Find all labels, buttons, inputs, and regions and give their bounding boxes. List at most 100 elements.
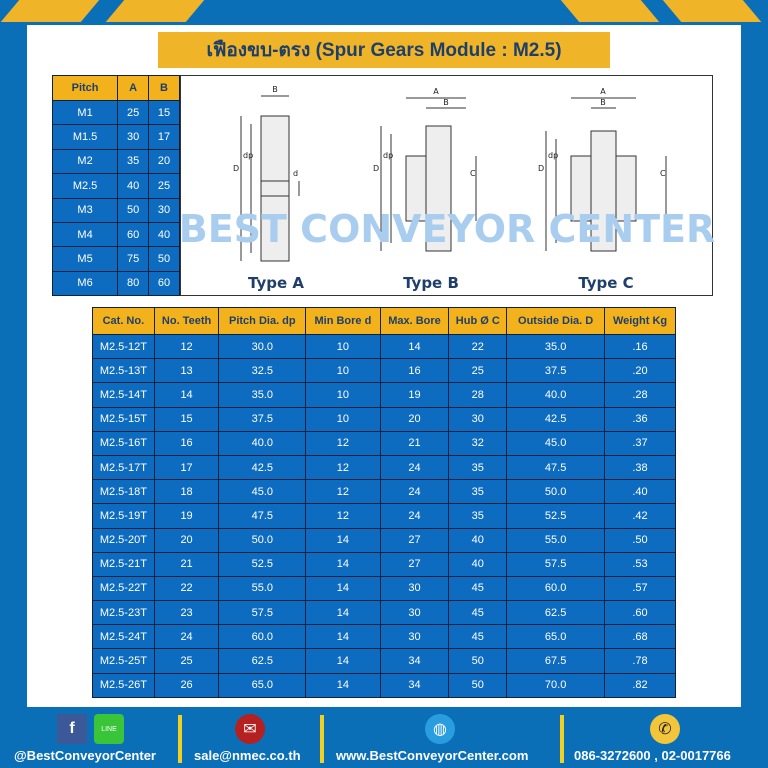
spec-table: Cat. No. No. Teeth Pitch Dia. dp Min Bore d… <box>92 307 676 698</box>
table-row: M2.5-18T 18 45.0 12 24 35 50.0.40 <box>92 479 676 505</box>
table-cell: .42 <box>604 503 676 529</box>
phone-numbers[interactable]: 086-3272600 , 02-0017766 <box>574 748 731 763</box>
column-header: B <box>148 75 180 101</box>
table-cell: M2.5 <box>51 173 119 199</box>
table-cell: M2.5-26T <box>92 672 155 698</box>
table-cell: M1.5 <box>51 124 119 150</box>
decor-stripe <box>105 0 205 22</box>
table-cell: 19 <box>153 503 220 529</box>
column-header: Cat. No. <box>92 307 155 335</box>
table-cell: 15 <box>153 406 220 432</box>
pitch-row: M2.5 40 25 <box>51 173 180 199</box>
dim-label: dp <box>383 151 393 160</box>
table-cell: M3 <box>51 197 119 223</box>
type-c-label: Type C <box>578 274 633 292</box>
table-cell: 12 <box>305 430 381 456</box>
table-cell: .37 <box>604 430 676 456</box>
table-cell: 40 <box>448 527 508 553</box>
column-header: Pitch Dia. dp <box>218 307 307 335</box>
table-row: M2.5-24T 24 60.0 14 30 45 65.0.68 <box>92 624 676 650</box>
table-cell: M5 <box>51 246 119 272</box>
column-header: A <box>117 75 150 101</box>
table-cell: 24 <box>379 503 450 529</box>
pitch-row: M3 50 30 <box>51 197 180 223</box>
table-cell: .50 <box>604 527 676 553</box>
facebook-handle[interactable]: @BestConveyorCenter <box>14 748 156 763</box>
dim-label: D <box>233 164 239 173</box>
table-cell: 22 <box>448 333 508 360</box>
decor-stripe <box>0 0 100 22</box>
table-cell: M2 <box>51 148 119 175</box>
table-cell: 45 <box>448 600 508 626</box>
dim-label: B <box>272 85 278 94</box>
table-row: M2.5-25T 25 62.5 14 34 50 67.5.78 <box>92 648 676 674</box>
dim-label: d <box>293 169 298 178</box>
watermark: BEST CONVEYOR CENTER <box>181 207 714 251</box>
table-cell: 23 <box>153 600 220 626</box>
dim-label: dp <box>548 151 558 160</box>
table-cell: 30 <box>448 406 508 432</box>
type-a-label: Type A <box>248 274 304 292</box>
column-header: No. Teeth <box>153 307 220 335</box>
email-link[interactable]: sale@nmec.co.th <box>194 748 301 763</box>
pitch-row: M1 25 15 <box>51 99 180 126</box>
table-cell: 17 <box>153 454 220 481</box>
table-cell: 18 <box>153 479 220 505</box>
table-cell: 28 <box>448 382 508 408</box>
dim-label: C <box>660 169 666 178</box>
table-cell: M2.5-15T <box>92 406 155 432</box>
table-cell: 25 <box>153 648 220 674</box>
table-cell: 12 <box>305 503 381 529</box>
table-cell: 50 <box>448 648 508 674</box>
table-cell: .78 <box>604 648 676 674</box>
table-cell: 47.5 <box>506 454 606 481</box>
table-cell: 35 <box>448 479 508 505</box>
table-cell: 34 <box>379 672 450 698</box>
dim-label: A <box>600 87 606 96</box>
table-cell: 14 <box>305 624 381 650</box>
type-b-label: Type B <box>403 274 459 292</box>
table-cell: 45 <box>448 624 508 650</box>
table-cell: 57.5 <box>506 551 606 577</box>
table-cell: M2.5-18T <box>92 479 155 505</box>
phone-icon: ✆ <box>650 714 680 744</box>
table-cell: 16 <box>153 430 220 456</box>
table-cell: M2.5-21T <box>92 551 155 577</box>
table-row: M2.5-16T 16 40.0 12 21 32 45.0.37 <box>92 430 676 456</box>
table-cell: M2.5-22T <box>92 575 155 602</box>
table-cell: 55.0 <box>218 575 307 602</box>
table-cell: .68 <box>604 624 676 650</box>
table-cell: 45.0 <box>506 430 606 456</box>
email-icon: ✉ <box>235 714 265 744</box>
table-cell: 14 <box>305 600 381 626</box>
table-row: M2.5-23T 23 57.5 14 30 45 62.5.60 <box>92 600 676 626</box>
table-cell: 10 <box>305 333 381 360</box>
table-cell: 32 <box>448 430 508 456</box>
table-cell: M2.5-14T <box>92 382 155 408</box>
table-cell: 35.0 <box>506 333 606 360</box>
table-cell: 35 <box>448 503 508 529</box>
table-cell: 19 <box>379 382 450 408</box>
table-cell: 12 <box>305 454 381 481</box>
facebook-icon[interactable]: f <box>57 714 87 744</box>
table-cell: .82 <box>604 672 676 698</box>
table-cell: 30 <box>117 124 150 150</box>
table-cell: 30.0 <box>218 333 307 360</box>
website-link[interactable]: www.BestConveyorCenter.com <box>336 748 529 763</box>
table-cell: 52.5 <box>218 551 307 577</box>
line-icon[interactable]: LINE <box>94 714 124 744</box>
table-cell: M2.5-13T <box>92 358 155 384</box>
table-cell: 26 <box>153 672 220 698</box>
table-cell: 57.5 <box>218 600 307 626</box>
table-row: M2.5-13T 13 32.5 10 16 25 37.5.20 <box>92 358 676 384</box>
table-cell: 62.5 <box>218 648 307 674</box>
table-cell: 50.0 <box>506 479 606 505</box>
table-cell: 34 <box>379 648 450 674</box>
table-cell: 14 <box>305 648 381 674</box>
table-cell: 30 <box>148 197 180 223</box>
table-row: M2.5-15T 15 37.5 10 20 30 42.5.36 <box>92 406 676 432</box>
table-cell: 15 <box>148 99 180 126</box>
table-cell: 14 <box>305 551 381 577</box>
table-cell: 65.0 <box>506 624 606 650</box>
divider <box>560 715 564 763</box>
